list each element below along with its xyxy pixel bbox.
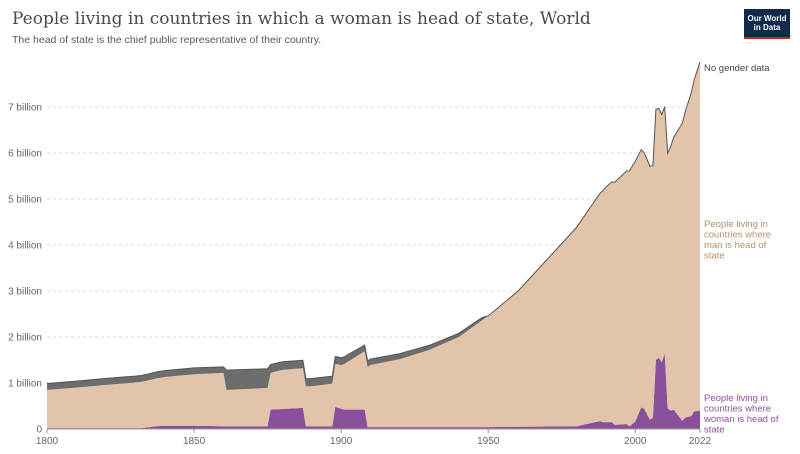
- x-tick-label: 2022: [689, 436, 712, 447]
- logo-line-1: Our World: [747, 14, 787, 23]
- y-tick-label: 7 billion: [8, 103, 42, 114]
- chart-subtitle: The head of state is the chief public re…: [12, 34, 322, 46]
- y-tick-label: 3 billion: [8, 287, 42, 298]
- x-tick-label: 1800: [36, 436, 59, 447]
- y-tick-label: 4 billion: [8, 241, 42, 252]
- x-tick-label: 1950: [477, 436, 500, 447]
- y-tick-label: 5 billion: [8, 195, 42, 206]
- y-tick-label: 1 billion: [8, 379, 42, 390]
- logo-line-2: in Data: [753, 23, 781, 32]
- x-tick-label: 2000: [624, 436, 647, 447]
- y-tick-label: 6 billion: [8, 149, 42, 160]
- label-no-gender-data: No gender data: [704, 63, 770, 74]
- chart-title: People living in countries in which a wo…: [12, 9, 591, 29]
- total-outline: [46, 61, 701, 384]
- series-man-area: [47, 61, 700, 429]
- label-man-head-of-state: People living in countries where man is he…: [704, 219, 771, 262]
- y-tick-label: 0: [36, 425, 42, 436]
- x-tick-label: 1850: [183, 436, 206, 447]
- label-woman-head-of-state: People living in countries where woman is …: [703, 393, 779, 436]
- x-tick-label: 1900: [330, 436, 353, 447]
- owid-logo[interactable]: Our World in Data: [744, 9, 790, 39]
- y-tick-label: 2 billion: [8, 333, 42, 344]
